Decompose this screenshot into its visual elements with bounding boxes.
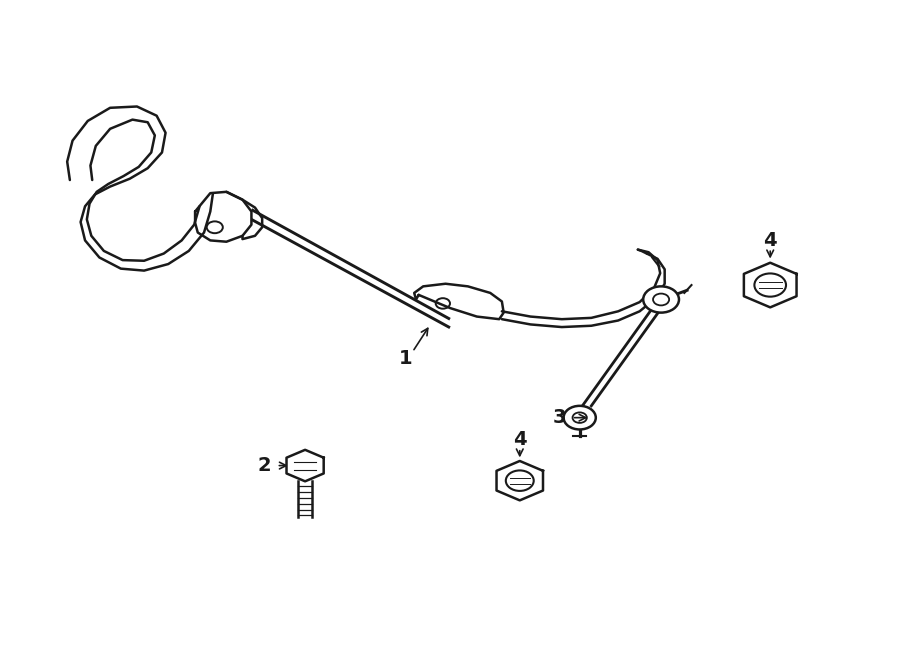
Polygon shape (227, 192, 262, 239)
Text: 4: 4 (513, 430, 526, 449)
Text: 1: 1 (399, 349, 412, 368)
Polygon shape (286, 449, 324, 481)
Text: 3: 3 (553, 408, 566, 427)
Polygon shape (414, 284, 504, 319)
Polygon shape (195, 192, 251, 242)
Circle shape (563, 406, 596, 430)
Text: 2: 2 (257, 456, 271, 475)
Polygon shape (744, 263, 796, 307)
Polygon shape (497, 461, 543, 500)
Text: 4: 4 (763, 231, 777, 250)
Circle shape (644, 287, 679, 312)
